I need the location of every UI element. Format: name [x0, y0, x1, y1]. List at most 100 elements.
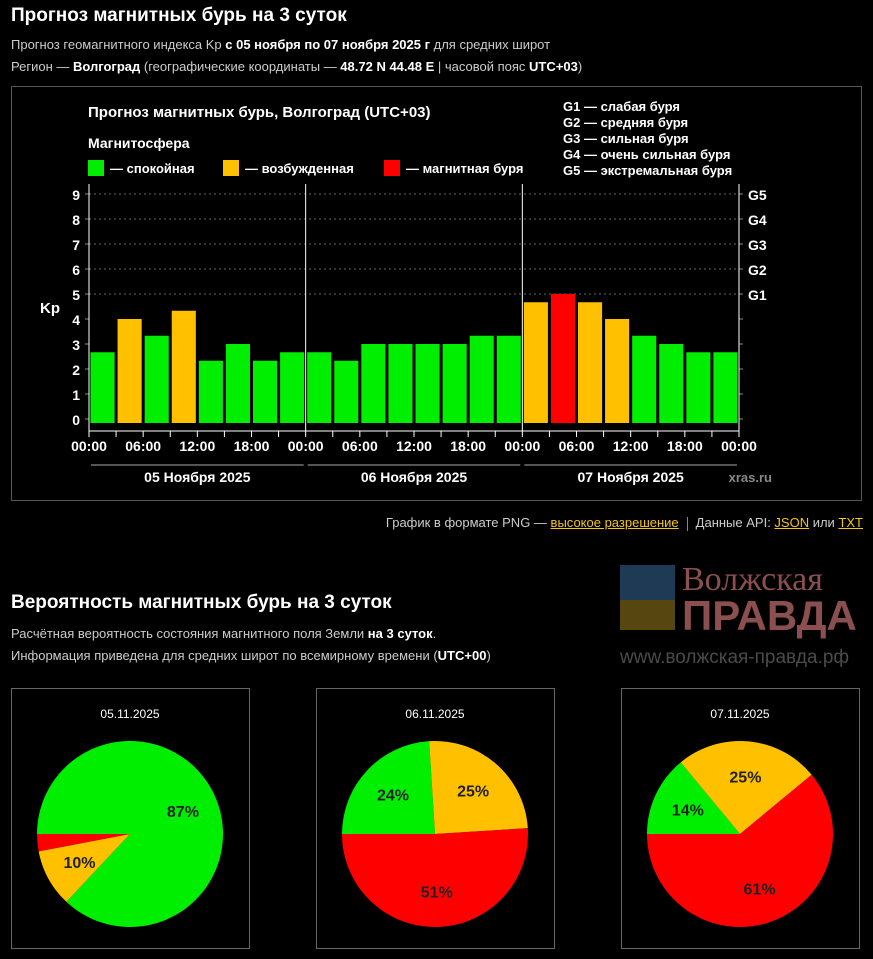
kp-bar	[550, 294, 575, 423]
pie-slice-label: 25%	[729, 770, 761, 787]
pie-slice-label: 61%	[744, 881, 776, 898]
pie-slice	[38, 834, 130, 902]
pie-slice	[37, 834, 130, 852]
g-level-label: G5	[748, 187, 767, 203]
y-axis-label: Kp	[40, 300, 60, 317]
pie-slice	[647, 774, 833, 927]
legend-swatch	[223, 160, 239, 176]
kp-bar	[496, 335, 521, 423]
x-tick-label: 06:00	[342, 438, 378, 454]
legend-title: Магнитосфера	[88, 135, 190, 151]
y-tick-label: 4	[72, 312, 80, 328]
watermark-url: www.волжская-правда.рф	[620, 647, 849, 668]
x-tick-label: 18:00	[234, 438, 270, 454]
kp-bar	[578, 302, 603, 423]
kp-bar	[280, 352, 305, 423]
kp-bar	[415, 344, 440, 423]
legend-swatch	[88, 160, 104, 176]
legend-label: — магнитная буря	[406, 161, 523, 176]
kp-bar	[117, 319, 142, 423]
g-level-label: G2	[748, 262, 767, 278]
kp-bar	[253, 360, 278, 423]
y-tick-label: 8	[72, 212, 80, 228]
probability-note: Информация приведена для средних широт п…	[11, 648, 491, 663]
g-level-label: G3	[748, 237, 767, 253]
storm-scale-item: G1 — слабая буря	[563, 99, 680, 114]
pie-slice-label: 14%	[672, 802, 704, 819]
y-tick-label: 6	[72, 262, 80, 278]
kp-bar	[605, 319, 630, 423]
pie-slice	[342, 828, 528, 928]
pie-slice	[680, 741, 812, 834]
kp-bar	[90, 352, 115, 423]
x-tick-label: 12:00	[179, 438, 215, 454]
kp-bar	[361, 344, 386, 423]
y-tick-label: 5	[72, 287, 80, 303]
kp-bar	[225, 344, 250, 423]
legend-swatch	[384, 160, 400, 176]
kp-chart: Прогноз магнитных бурь, Волгоград (UTC+0…	[11, 86, 862, 501]
x-tick-label: 00:00	[721, 438, 757, 454]
x-tick-label: 06:00	[559, 438, 595, 454]
png-hires-link[interactable]: высокое разрешение	[550, 515, 679, 530]
pie-slice	[647, 762, 740, 834]
x-tick-label: 18:00	[450, 438, 486, 454]
kp-bar	[198, 360, 223, 423]
storm-scale-item: G2 — средняя буря	[563, 115, 688, 130]
storm-scale-item: G5 — экстремальная буря	[563, 163, 732, 178]
probability-info: Расчётная вероятность состояния магнитно…	[11, 626, 437, 641]
pie-slice-label: 10%	[63, 855, 95, 872]
kp-bar	[523, 302, 548, 423]
watermark-name2: ПРАВДА	[682, 592, 857, 639]
kp-bar	[659, 344, 684, 423]
page-title: Прогноз магнитных бурь на 3 суток	[11, 5, 347, 26]
pie-slice-label: 25%	[457, 784, 489, 801]
x-tick-label: 06:00	[125, 438, 161, 454]
pie-slice-label: 87%	[167, 804, 199, 821]
kp-bar	[388, 344, 413, 423]
y-tick-label: 7	[72, 237, 80, 253]
legend-label: — возбужденная	[245, 161, 354, 176]
kp-bar	[713, 352, 738, 423]
kp-bar	[334, 360, 359, 423]
forecast-info: Прогноз геомагнитного индекса Kp с 05 но…	[11, 37, 551, 52]
y-tick-label: 0	[72, 412, 80, 428]
chart-title: Прогноз магнитных бурь, Волгоград (UTC+0…	[88, 104, 431, 121]
kp-bar	[307, 352, 332, 423]
x-tick-label: 18:00	[667, 438, 703, 454]
kp-bar	[469, 335, 494, 423]
y-tick-label: 2	[72, 362, 80, 378]
pie-slice-label: 24%	[377, 788, 409, 805]
kp-bar	[442, 344, 467, 423]
pie-date: 07.11.2025	[710, 707, 769, 721]
x-tick-label: 12:00	[396, 438, 432, 454]
watermark-logo: Волжская ПРАВДА www.волжская-правда.рф	[620, 561, 857, 668]
legend-label: — спокойная	[110, 161, 195, 176]
pie-slice-label: 51%	[421, 885, 453, 902]
pie-day-3: 07.11.2025 14% 25% 61%	[621, 688, 860, 949]
x-tick-label: 12:00	[613, 438, 649, 454]
divider	[686, 516, 688, 531]
pie-day-1: 05.11.2025 87% 10%	[11, 688, 250, 949]
pie-slice	[37, 741, 224, 927]
storm-scale-item: G4 — очень сильная буря	[563, 147, 730, 162]
region-info: Регион — Волгоград (географические коорд…	[11, 59, 583, 74]
json-link[interactable]: JSON	[774, 515, 810, 530]
pie-day-2: 06.11.2025 24% 25% 51%	[316, 688, 555, 949]
kp-chart-svg: Прогноз магнитных бурь, Волгоград (UTC+0…	[40, 99, 772, 485]
watermark-name1: Волжская	[682, 561, 823, 598]
pie-date: 06.11.2025	[405, 707, 464, 721]
download-links: График в формате PNG — высокое разрешени…	[385, 515, 863, 531]
day-label: 06 Ноября 2025	[361, 469, 468, 485]
txt-link[interactable]: TXT	[838, 515, 863, 530]
day-label: 07 Ноября 2025	[578, 469, 685, 485]
y-tick-label: 3	[72, 337, 80, 353]
kp-bar	[686, 352, 711, 423]
credit: xras.ru	[729, 470, 772, 485]
watermark-emblem	[620, 565, 675, 630]
y-tick-label: 9	[72, 187, 80, 203]
g-level-label: G1	[748, 287, 767, 303]
kp-bar	[632, 335, 657, 423]
g-level-label: G4	[748, 212, 767, 228]
y-tick-label: 1	[72, 387, 80, 403]
